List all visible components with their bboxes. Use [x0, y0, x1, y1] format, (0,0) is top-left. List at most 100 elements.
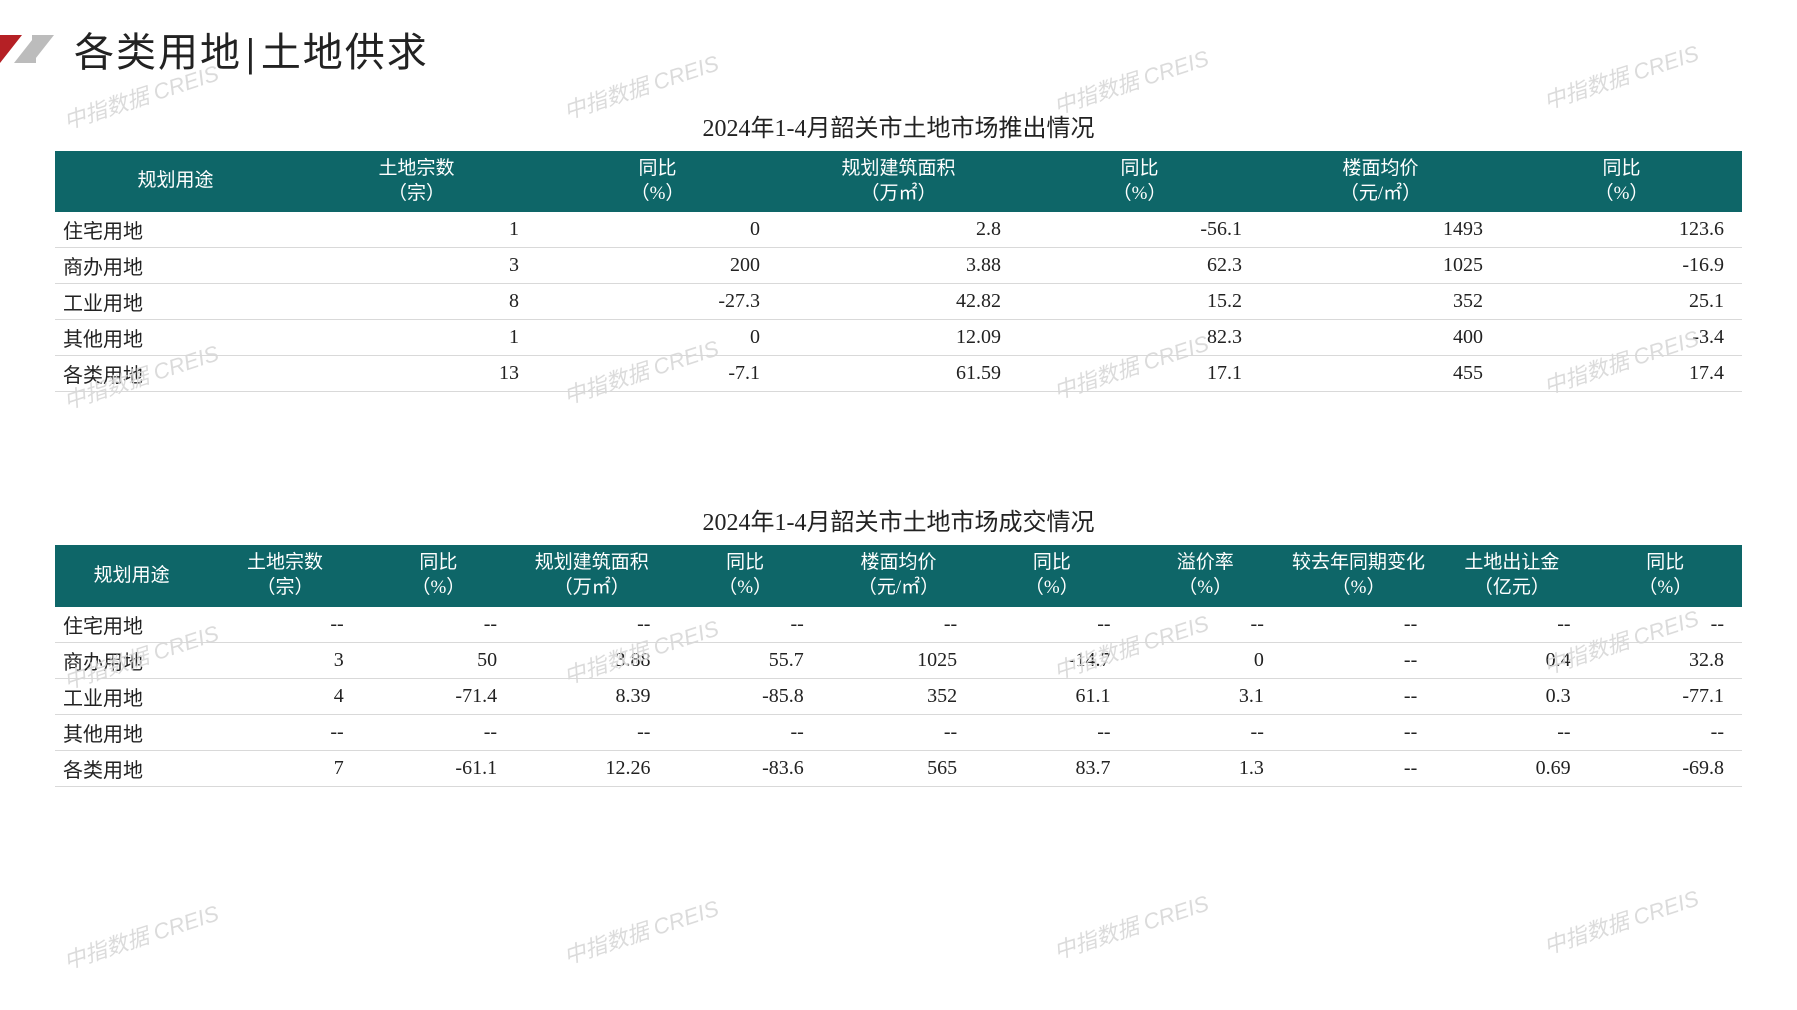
row-value: 12.26 — [515, 750, 668, 786]
column-header: 较去年同期变化（%） — [1282, 545, 1435, 606]
page-header: 各类用地|土地供求 — [0, 0, 1797, 78]
row-label: 其他用地 — [55, 714, 208, 750]
row-value: 565 — [822, 750, 975, 786]
table2-header-row: 规划用途土地宗数（宗）同比（%）规划建筑面积（万㎡）同比（%）楼面均价（元/㎡）… — [55, 545, 1742, 606]
row-value: -16.9 — [1501, 248, 1742, 284]
row-value: 1025 — [1260, 248, 1501, 284]
column-header: 同比（%） — [1589, 545, 1742, 606]
table-row: 住宅用地102.8-56.11493123.6 — [55, 212, 1742, 248]
row-value: 32.8 — [1589, 642, 1742, 678]
row-value: -- — [515, 607, 668, 643]
column-header: 规划用途 — [55, 545, 208, 606]
row-value: 3.88 — [515, 642, 668, 678]
row-value: 8.39 — [515, 678, 668, 714]
row-value: 352 — [822, 678, 975, 714]
row-value: 17.4 — [1501, 356, 1742, 392]
row-value: -27.3 — [537, 284, 778, 320]
title-separator: | — [242, 30, 261, 75]
row-value: -- — [208, 607, 361, 643]
row-value: 17.1 — [1019, 356, 1260, 392]
row-value: 25.1 — [1501, 284, 1742, 320]
content-area: 2024年1-4月韶关市土地市场推出情况 规划用途土地宗数（宗）同比（%）规划建… — [0, 78, 1797, 787]
row-value: -- — [1282, 714, 1435, 750]
row-value: -- — [362, 714, 515, 750]
column-header: 规划用途 — [55, 151, 296, 212]
row-value: 7 — [208, 750, 361, 786]
row-value: 2.8 — [778, 212, 1019, 248]
row-value: -- — [975, 607, 1128, 643]
row-label: 住宅用地 — [55, 607, 208, 643]
row-value: 82.3 — [1019, 320, 1260, 356]
logo-icon — [0, 35, 54, 63]
row-value: -- — [1589, 714, 1742, 750]
table-row: 商办用地3503.8855.71025-14.70--0.432.8 — [55, 642, 1742, 678]
row-value: 50 — [362, 642, 515, 678]
row-value: 83.7 — [975, 750, 1128, 786]
row-value: 1.3 — [1129, 750, 1282, 786]
column-header: 同比（%） — [1019, 151, 1260, 212]
row-value: 1493 — [1260, 212, 1501, 248]
column-header: 同比（%） — [537, 151, 778, 212]
column-header: 同比（%） — [362, 545, 515, 606]
column-header: 同比（%） — [1501, 151, 1742, 212]
row-value: 1025 — [822, 642, 975, 678]
row-value: 400 — [1260, 320, 1501, 356]
title-left: 各类用地 — [74, 30, 242, 75]
row-value: 55.7 — [668, 642, 821, 678]
row-value: -- — [1282, 607, 1435, 643]
row-value: -69.8 — [1589, 750, 1742, 786]
table-row: 工业用地4-71.48.39-85.835261.13.1--0.3-77.1 — [55, 678, 1742, 714]
column-header: 规划建筑面积（万㎡） — [515, 545, 668, 606]
row-label: 各类用地 — [55, 356, 296, 392]
row-value: 0 — [1129, 642, 1282, 678]
row-label: 商办用地 — [55, 642, 208, 678]
row-value: -- — [975, 714, 1128, 750]
column-header: 土地出让金（亿元） — [1435, 545, 1588, 606]
row-value: 42.82 — [778, 284, 1019, 320]
row-value: -85.8 — [668, 678, 821, 714]
table-row: 工业用地8-27.342.8215.235225.1 — [55, 284, 1742, 320]
row-value: 0.69 — [1435, 750, 1588, 786]
row-value: -- — [515, 714, 668, 750]
row-value: -- — [668, 714, 821, 750]
row-value: -- — [208, 714, 361, 750]
row-value: 0.3 — [1435, 678, 1588, 714]
row-value: 8 — [296, 284, 537, 320]
title-right: 土地供求 — [261, 30, 429, 75]
row-value: -- — [1435, 607, 1588, 643]
row-value: 0 — [537, 212, 778, 248]
row-value: 455 — [1260, 356, 1501, 392]
column-header: 同比（%） — [975, 545, 1128, 606]
row-value: 15.2 — [1019, 284, 1260, 320]
row-value: -- — [1282, 642, 1435, 678]
row-value: 0.4 — [1435, 642, 1588, 678]
row-value: -61.1 — [362, 750, 515, 786]
column-header: 土地宗数（宗） — [208, 545, 361, 606]
table1: 规划用途土地宗数（宗）同比（%）规划建筑面积（万㎡）同比（%）楼面均价（元/㎡）… — [55, 151, 1742, 392]
row-value: 352 — [1260, 284, 1501, 320]
row-value: 1 — [296, 320, 537, 356]
row-value: -- — [1282, 750, 1435, 786]
table-row: 各类用地7-61.112.26-83.656583.71.3--0.69-69.… — [55, 750, 1742, 786]
row-value: -- — [822, 607, 975, 643]
row-value: 61.1 — [975, 678, 1128, 714]
page-title: 各类用地|土地供求 — [74, 20, 429, 78]
row-label: 住宅用地 — [55, 212, 296, 248]
row-value: 3 — [296, 248, 537, 284]
table-row: 住宅用地-------------------- — [55, 607, 1742, 643]
row-value: 1 — [296, 212, 537, 248]
row-value: -83.6 — [668, 750, 821, 786]
row-value: -- — [1129, 714, 1282, 750]
row-label: 商办用地 — [55, 248, 296, 284]
row-value: -- — [1435, 714, 1588, 750]
table-row: 其他用地-------------------- — [55, 714, 1742, 750]
row-value: 12.09 — [778, 320, 1019, 356]
row-value: -7.1 — [537, 356, 778, 392]
row-value: 61.59 — [778, 356, 1019, 392]
row-value: -- — [1129, 607, 1282, 643]
column-header: 规划建筑面积（万㎡） — [778, 151, 1019, 212]
watermark: 中指数据 CREIS — [1539, 881, 1702, 961]
column-header: 同比（%） — [668, 545, 821, 606]
row-value: -56.1 — [1019, 212, 1260, 248]
table-row: 其他用地1012.0982.3400-3.4 — [55, 320, 1742, 356]
